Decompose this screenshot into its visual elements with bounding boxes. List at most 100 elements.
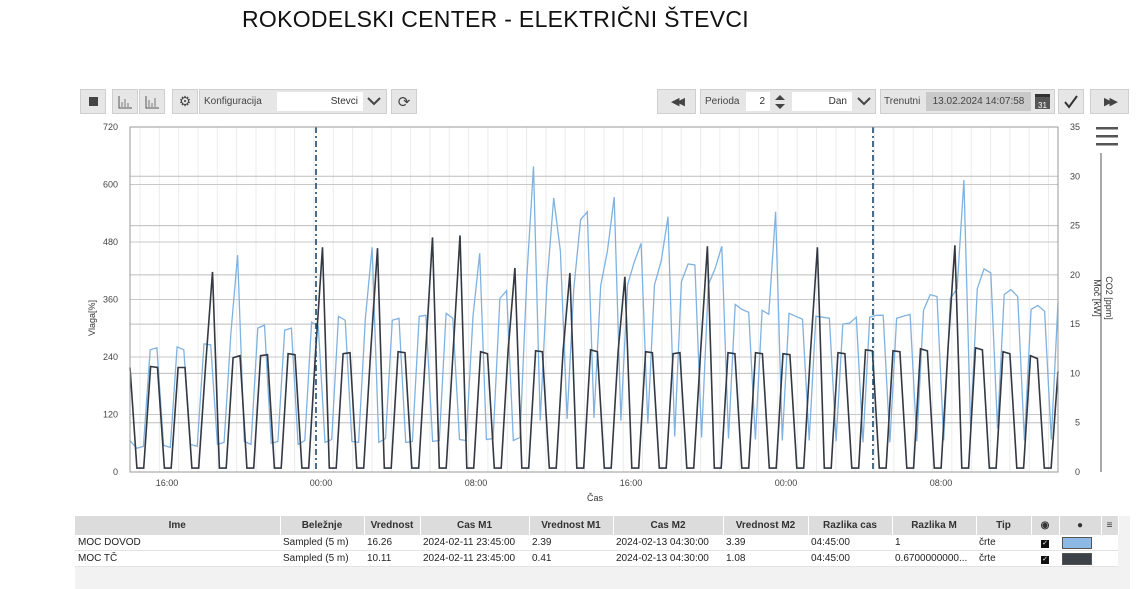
period-label: Perioda — [705, 96, 740, 107]
table-cell: 0.6700000000... — [892, 550, 976, 567]
calendar-icon[interactable]: 31 — [1035, 94, 1050, 110]
table-cell: 04:45:00 — [808, 535, 892, 551]
checkmark-icon: ✓ — [1041, 556, 1049, 564]
y-left-tick-label: 720 — [103, 122, 118, 132]
x-tick-label: 16:00 — [620, 478, 643, 488]
chevron-down-icon[interactable] — [367, 97, 381, 106]
chart-icon — [145, 95, 159, 108]
series-line — [129, 166, 1059, 450]
chart-axes: 0 120 240 360 480 600 720 0 5 10 15 20 25 30 35 16:00 00… — [103, 122, 1102, 488]
table-cell: Sampled (5 m) — [280, 535, 364, 551]
table-cell: črte — [976, 550, 1031, 567]
table-cell: 3.39 — [723, 535, 808, 551]
x-tick-label: 08:00 — [930, 478, 953, 488]
refresh-button[interactable]: ⟳ — [391, 89, 417, 114]
table-cell: 2.39 — [529, 535, 613, 551]
table-cell: 2024-02-11 23:45:00 — [420, 550, 529, 567]
y-left-tick-label: 600 — [103, 180, 118, 190]
visibility-checkbox[interactable]: ✓ — [1031, 550, 1059, 567]
chart-type-2-button[interactable] — [139, 89, 165, 114]
config-label: Konfiguracija — [204, 96, 262, 107]
table-cell: 2024-02-11 23:45:00 — [420, 535, 529, 551]
y-left-tick-label: 0 — [113, 467, 118, 477]
chart-grid — [130, 126, 1058, 473]
series-table: Ime Beležnje Vrednost Cas M1 Vrednost M1 Cas … — [75, 516, 1130, 589]
table-header-cell[interactable]: Cas M1 — [420, 516, 530, 535]
period-input[interactable]: 2 — [746, 92, 770, 111]
period-group: Perioda 2 Dan — [700, 89, 876, 114]
stepper-icon[interactable] — [774, 94, 786, 110]
fast-forward-icon: ▶▶ — [1104, 96, 1118, 108]
table-cell-empty — [1101, 550, 1118, 567]
stop-button[interactable] — [80, 89, 106, 114]
color-swatch-box — [1062, 552, 1092, 565]
table-cell-empty — [1101, 535, 1118, 551]
menu-icon[interactable] — [1096, 127, 1118, 146]
y-axis-left-label: Vlaga[%] — [87, 300, 97, 336]
table-header-cell[interactable]: Vrednost M1 — [529, 516, 614, 535]
period-unit-select[interactable]: Dan — [792, 92, 852, 111]
table-header-cell[interactable]: Cas M2 — [613, 516, 724, 535]
table-header-cell[interactable]: Tip — [976, 516, 1032, 535]
eye-icon[interactable]: ◉ — [1031, 516, 1060, 535]
chevron-down-icon[interactable] — [857, 97, 871, 106]
datetime-field[interactable]: 13.02.2024 14:07:58 — [926, 92, 1031, 111]
table-header-cell[interactable]: Ime — [75, 516, 281, 535]
current-time-group: Trenutni 13.02.2024 14:07:58 31 — [880, 89, 1055, 114]
table-cell: črte — [976, 535, 1031, 551]
table-cell: 16.26 — [364, 535, 420, 551]
table-row[interactable]: MOC TČ Sampled (5 m) 10.11 2024-02-11 23:45… — [75, 550, 1118, 567]
x-tick-label: 00:00 — [775, 478, 798, 488]
chart-icon — [118, 95, 132, 108]
y-left-tick-label: 120 — [103, 410, 118, 420]
table-cell: MOC DOVOD — [75, 535, 280, 551]
y-left-tick-label: 480 — [103, 237, 118, 247]
table-cell: 2024-02-13 04:30:00 — [613, 550, 723, 567]
y-left-tick-label: 240 — [103, 352, 118, 362]
table-header-cell[interactable]: Beležnje — [280, 516, 365, 535]
next-period-button[interactable]: ▶▶ — [1090, 89, 1129, 114]
color-swatch[interactable] — [1059, 535, 1101, 551]
y-right-tick-label: 25 — [1070, 221, 1080, 231]
previous-period-button[interactable]: ◀◀ — [657, 89, 696, 114]
table-cell: MOC TČ — [75, 550, 280, 567]
table-cell: 04:45:00 — [808, 550, 892, 567]
chart-series — [129, 127, 1059, 472]
table-cell: Sampled (5 m) — [280, 550, 364, 567]
table-header-cell[interactable]: Razlika M — [892, 516, 977, 535]
current-label: Trenutni — [884, 96, 921, 107]
configuration-group: Konfiguracija Stevci — [199, 89, 387, 114]
refresh-icon: ⟳ — [397, 93, 411, 111]
table-header-cell[interactable]: Razlika cas — [808, 516, 893, 535]
y-right-tick-label: 35 — [1070, 122, 1080, 132]
chart-type-1-button[interactable] — [112, 89, 138, 114]
table-cell: 0.41 — [529, 550, 613, 567]
chart-area[interactable]: 0 120 240 360 480 600 720 0 5 10 15 20 25 30 35 16:00 00… — [80, 118, 1130, 510]
x-axis-label: Čas — [587, 493, 604, 503]
table-header-cell[interactable]: Vrednost — [364, 516, 421, 535]
palette-icon[interactable]: ● — [1059, 516, 1102, 535]
confirm-button[interactable] — [1058, 89, 1084, 114]
columns-menu-icon[interactable]: ≡ — [1101, 516, 1119, 535]
checkmark-icon — [1064, 94, 1078, 109]
config-select[interactable]: Stevci — [277, 92, 363, 111]
table-cell: 1.08 — [723, 550, 808, 567]
table-cell: 10.11 — [364, 550, 420, 567]
visibility-checkbox[interactable]: ✓ — [1031, 535, 1059, 551]
table-header-cell[interactable]: Vrednost M2 — [723, 516, 809, 535]
x-tick-label: 16:00 — [156, 478, 179, 488]
x-tick-label: 00:00 — [310, 478, 333, 488]
table-cell: 2024-02-13 04:30:00 — [613, 535, 723, 551]
checkmark-icon: ✓ — [1041, 540, 1049, 548]
plot-frame — [129, 126, 1059, 473]
table-row[interactable]: MOC DOVOD Sampled (5 m) 16.26 2024-02-11 23… — [75, 535, 1118, 551]
color-swatch-box — [1062, 536, 1092, 549]
y-left-tick-label: 360 — [103, 295, 118, 305]
y-right-tick-label: 20 — [1070, 270, 1080, 280]
y-right-tick-label: 5 — [1075, 418, 1080, 428]
x-tick-label: 08:00 — [465, 478, 488, 488]
stop-icon — [88, 97, 98, 106]
y-right-tick-label: 0 — [1075, 467, 1080, 477]
settings-button[interactable]: ⚙ — [172, 89, 198, 114]
color-swatch[interactable] — [1059, 550, 1101, 567]
